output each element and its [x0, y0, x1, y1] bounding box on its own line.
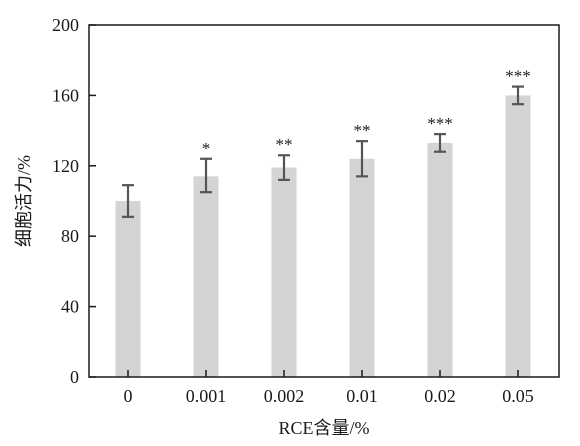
significance-marker-4: ** [354, 121, 371, 140]
error-bar-2 [200, 157, 212, 194]
x-tick-label: 0.02 [424, 386, 456, 406]
bars-group [115, 95, 531, 378]
x-tick-label: 0.002 [264, 386, 305, 406]
y-axis-ticks: 0 40 80 120 160 200 [52, 15, 96, 387]
y-tick-label: 80 [61, 226, 79, 246]
y-tick-label: 160 [52, 85, 79, 105]
error-bar-1 [122, 184, 134, 218]
error-bar-4 [356, 140, 368, 178]
y-tick-label: 0 [70, 367, 79, 387]
y-tick-label: 40 [61, 297, 79, 317]
bar-3 [271, 167, 297, 377]
error-bar-3 [278, 154, 290, 181]
bar-1 [115, 201, 141, 377]
error-bar-5 [434, 133, 446, 153]
x-tick-label: 0.05 [502, 386, 534, 406]
bar-4 [349, 158, 375, 377]
x-tick-label: 0.001 [186, 386, 227, 406]
error-bar-6 [512, 85, 524, 106]
x-tick-label: 0.01 [346, 386, 378, 406]
significance-marker-2: * [202, 139, 211, 158]
significance-marker-3: ** [276, 135, 293, 154]
x-axis-ticks: 0 0.001 0.002 0.01 0.02 0.05 [124, 370, 534, 406]
x-tick-label: 0 [124, 386, 133, 406]
error-bars-group [122, 85, 524, 218]
x-axis-label: RCE含量/% [278, 418, 369, 438]
y-tick-label: 120 [52, 156, 79, 176]
bar-6 [505, 95, 531, 378]
y-axis-label: 细胞活力/% [14, 155, 34, 247]
y-tick-label: 200 [52, 15, 79, 35]
significance-markers-group: * **** ****** [202, 67, 531, 158]
significance-marker-6: *** [505, 67, 531, 86]
bar-5 [427, 142, 453, 377]
plot-frame [88, 24, 560, 378]
bar-2 [193, 176, 219, 377]
significance-marker-5: *** [427, 114, 453, 133]
